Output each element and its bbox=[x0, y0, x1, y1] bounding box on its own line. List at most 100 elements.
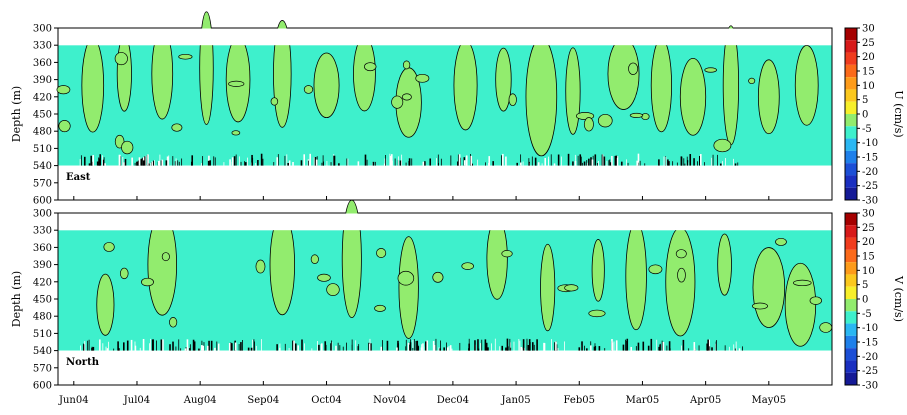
contour-blob bbox=[397, 270, 415, 286]
positive-velocity-patch bbox=[752, 247, 786, 328]
y-tick-label: 540 bbox=[33, 161, 52, 172]
contour-blob bbox=[583, 117, 594, 132]
contour-blob bbox=[228, 80, 245, 87]
contour-blob bbox=[119, 267, 129, 280]
colorbar-tick-label: 25 bbox=[862, 38, 875, 49]
contour-blob bbox=[597, 113, 613, 128]
colorbar-swatch bbox=[845, 40, 857, 53]
colorbar-swatch bbox=[845, 323, 857, 336]
contour-blob bbox=[628, 62, 639, 75]
contour-blob bbox=[508, 93, 517, 107]
no-data-top bbox=[58, 28, 832, 46]
positive-velocity-patch bbox=[717, 233, 732, 296]
contour-blob bbox=[141, 277, 154, 287]
contour-blob bbox=[819, 322, 833, 333]
colorbar-swatch bbox=[845, 348, 857, 361]
y-tick-label: 510 bbox=[33, 329, 52, 340]
colorbar-tick-label: 5 bbox=[862, 95, 868, 106]
y-tick-label: 510 bbox=[33, 144, 52, 155]
colorbar-tick-label: 15 bbox=[862, 252, 875, 263]
y-tick-label: 570 bbox=[33, 178, 52, 189]
positive-velocity-patch bbox=[225, 36, 251, 123]
y-axis: 300 330 360 390 420 450 480 510 540 570 600 bbox=[33, 209, 58, 392]
contour-blob bbox=[793, 279, 812, 287]
negative-velocity-field bbox=[58, 230, 832, 351]
positive-velocity-patch bbox=[313, 52, 340, 119]
contour-blob bbox=[364, 62, 377, 72]
heatmap-area bbox=[56, 11, 833, 201]
colorbar-swatch bbox=[845, 335, 857, 349]
y-tick-label: 450 bbox=[33, 110, 52, 121]
colorbar-tick-label: -20 bbox=[862, 167, 878, 178]
positive-velocity-patch bbox=[591, 239, 605, 302]
colorbar-tick-label: -20 bbox=[862, 352, 878, 363]
colorbar-tick-label: -30 bbox=[862, 196, 878, 207]
positive-velocity-patch bbox=[625, 221, 647, 331]
contour-blob bbox=[303, 85, 314, 94]
positive-velocity-patch bbox=[398, 236, 419, 339]
contour-blob bbox=[161, 252, 170, 262]
colorbar-swatch bbox=[845, 101, 857, 114]
positive-velocity-patch bbox=[453, 40, 478, 131]
y-tick-label: 300 bbox=[33, 24, 52, 35]
colorbar-tick-label: -5 bbox=[862, 124, 872, 135]
y-tick-label: 300 bbox=[33, 209, 52, 220]
colorbar: 30 25 20 15 10 5 0 -5 -10 -15 -20 -25 -30 bbox=[844, 24, 878, 207]
contour-blob bbox=[675, 249, 687, 259]
y-tick-label: 420 bbox=[33, 92, 52, 103]
colorbar-swatch bbox=[845, 213, 857, 226]
colorbar-swatch bbox=[845, 237, 857, 250]
contour-blob bbox=[114, 52, 128, 66]
colorbar-tick-label: -15 bbox=[862, 153, 878, 164]
positive-velocity-patch bbox=[540, 243, 556, 332]
colorbar-swatch bbox=[845, 286, 857, 299]
x-tick-label: Jun04 bbox=[58, 395, 89, 406]
contour-blob bbox=[751, 302, 769, 310]
contour-blob bbox=[310, 254, 319, 265]
contour-blob bbox=[103, 242, 115, 252]
colorbar-swatch bbox=[845, 299, 857, 312]
x-tick-label: Aug04 bbox=[183, 395, 217, 406]
contour-blob bbox=[56, 85, 71, 95]
colorbar-tick-label: -10 bbox=[862, 323, 878, 334]
x-tick-label: Nov04 bbox=[373, 395, 406, 406]
no-data-top bbox=[58, 213, 832, 231]
colorbar-swatch bbox=[845, 52, 857, 65]
contour-blob bbox=[58, 119, 71, 133]
contour-blob bbox=[270, 97, 279, 106]
contour-blob bbox=[501, 250, 513, 258]
y-tick-label: 570 bbox=[33, 363, 52, 374]
panel-label: East bbox=[66, 172, 91, 183]
y-tick-label: 390 bbox=[33, 75, 52, 86]
contour-blob bbox=[432, 271, 444, 283]
contour-blob bbox=[376, 248, 387, 258]
y-axis-title: Depth (m) bbox=[10, 271, 23, 327]
colorbar-swatch bbox=[845, 28, 857, 41]
y-axis: 300 330 360 390 420 450 480 510 540 570 600 bbox=[33, 24, 58, 207]
colorbar-tick-label: -30 bbox=[862, 381, 878, 392]
colorbar-tick-label: 20 bbox=[862, 237, 875, 248]
colorbar-swatch bbox=[845, 262, 857, 275]
colorbar-swatch bbox=[845, 274, 857, 287]
x-tick-label: Mar05 bbox=[626, 395, 660, 406]
heatmap-area bbox=[57, 199, 833, 386]
positive-velocity-patch bbox=[794, 45, 819, 126]
y-tick-label: 360 bbox=[33, 243, 52, 254]
colorbar-tick-label: 30 bbox=[862, 209, 875, 220]
y-tick-label: 330 bbox=[33, 226, 52, 237]
contour-blob bbox=[121, 140, 134, 155]
contour-blob bbox=[402, 60, 411, 70]
positive-velocity-patch bbox=[784, 262, 817, 347]
contour-blob bbox=[588, 309, 606, 318]
contour-blob bbox=[748, 77, 756, 85]
colorbar-tick-label: 0 bbox=[862, 110, 868, 121]
contour-blob bbox=[775, 237, 787, 246]
y-tick-label: 450 bbox=[33, 295, 52, 306]
contour-blob bbox=[171, 123, 183, 132]
no-data-bottom bbox=[58, 350, 832, 385]
contour-blob bbox=[169, 316, 178, 328]
x-tick-label: Jul04 bbox=[123, 395, 150, 406]
